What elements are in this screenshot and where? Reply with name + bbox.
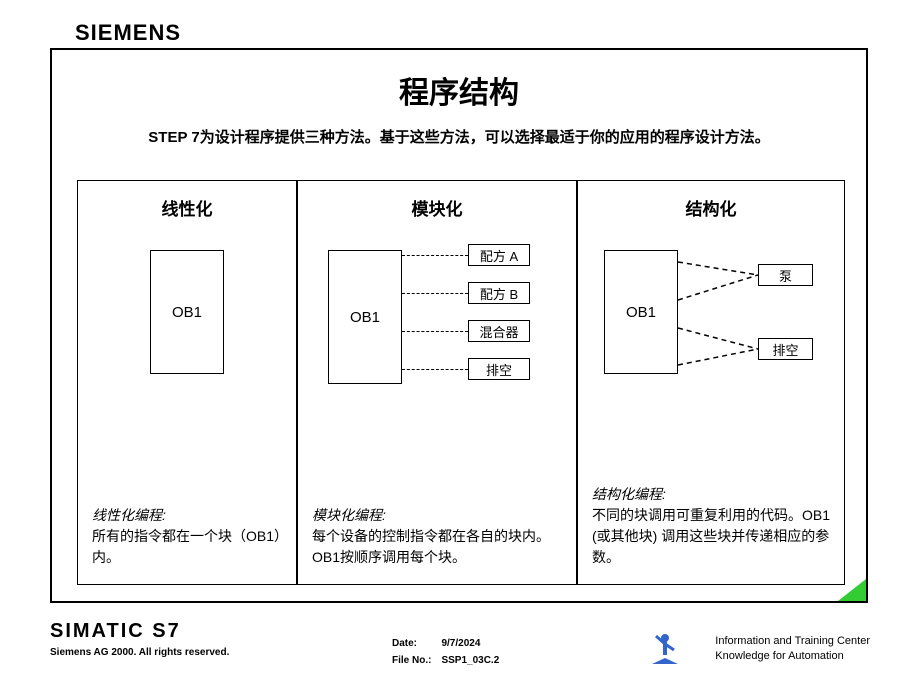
footer-meta: Date: 9/7/2024 File No.: SSP1_03C.2 <box>390 634 509 670</box>
desc-body: 所有的指令都在一个块（OB1）内。 <box>92 528 281 565</box>
column-linear: 线性化 OB1 线性化编程: 所有的指令都在一个块（OB1）内。 <box>77 180 297 585</box>
ob1-block: OB1 <box>150 250 224 374</box>
slide-frame: 程序结构 STEP 7为设计程序提供三种方法。基于这些方法，可以选择最适于你的应… <box>50 48 868 603</box>
footer-right-line1: Information and Training Center <box>715 635 870 647</box>
diagram-structured: OB1 泵 排空 <box>578 220 844 420</box>
columns-container: 线性化 OB1 线性化编程: 所有的指令都在一个块（OB1）内。 模块化 OB1… <box>77 180 845 585</box>
desc-title: 线性化编程: <box>92 507 166 523</box>
desc-body: 每个设备的控制指令都在各自的块内。OB1按顺序调用每个块。 <box>312 528 550 565</box>
diagram-modular: OB1 配方 A 配方 B 混合器 排空 <box>298 220 576 420</box>
footer-date-value: 9/7/2024 <box>441 636 507 651</box>
footer-right-text: Information and Training Center Knowledg… <box>715 634 870 665</box>
connector-line <box>402 255 468 256</box>
column-title: 结构化 <box>578 195 844 220</box>
column-structured: 结构化 OB1 泵 排空 结构化编程: 不同的块调用可重复利用的代码。OB1 (… <box>577 180 845 585</box>
column-title: 模块化 <box>298 195 576 220</box>
column-desc: 线性化编程: 所有的指令都在一个块（OB1）内。 <box>92 505 282 568</box>
connector-line <box>402 331 468 332</box>
column-title: 线性化 <box>78 195 296 220</box>
footer-date-label: Date: <box>392 636 439 651</box>
footer: SIMATIC S7 Siemens AG 2000. All rights r… <box>50 620 870 680</box>
sub-block: 配方 B <box>468 282 530 304</box>
person-icon <box>650 628 680 666</box>
desc-title: 结构化编程: <box>592 486 666 502</box>
desc-title: 模块化编程: <box>312 507 386 523</box>
sub-block: 泵 <box>758 264 813 286</box>
footer-file-label: File No.: <box>392 653 439 668</box>
sub-block: 混合器 <box>468 320 530 342</box>
footer-file-value: SSP1_03C.2 <box>441 653 507 668</box>
footer-right-line2: Knowledge for Automation <box>715 650 843 662</box>
connector-line <box>402 293 468 294</box>
slide-title: 程序结构 <box>52 68 866 112</box>
connector-svg <box>678 250 758 380</box>
ob1-block: OB1 <box>604 250 678 374</box>
diagram-linear: OB1 <box>78 220 296 420</box>
sub-block: 排空 <box>758 338 813 360</box>
column-modular: 模块化 OB1 配方 A 配方 B 混合器 排空 模块化编程: 每个设备的控制指… <box>297 180 577 585</box>
slide-subtitle: STEP 7为设计程序提供三种方法。基于这些方法，可以选择最适于你的应用的程序设… <box>52 126 866 147</box>
brand-logo-text: SIEMENS <box>75 20 181 46</box>
connector-line <box>402 369 468 370</box>
column-desc: 模块化编程: 每个设备的控制指令都在各自的块内。OB1按顺序调用每个块。 <box>312 505 562 568</box>
sub-block: 配方 A <box>468 244 530 266</box>
ob1-block: OB1 <box>328 250 402 384</box>
column-desc: 结构化编程: 不同的块调用可重复利用的代码。OB1 (或其他块) 调用这些块并传… <box>592 484 830 568</box>
corner-triangle-icon <box>838 579 866 601</box>
desc-body: 不同的块调用可重复利用的代码。OB1 (或其他块) 调用这些块并传递相应的参数。 <box>592 507 830 565</box>
sub-block: 排空 <box>468 358 530 380</box>
